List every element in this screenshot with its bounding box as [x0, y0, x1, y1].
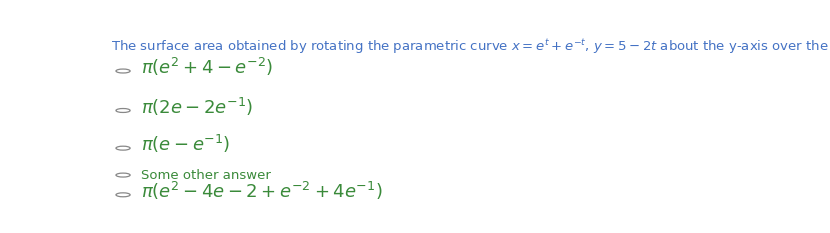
Text: $\pi(e^2 - 4e - 2 + e^{-2} + 4e^{-1})$: $\pi(e^2 - 4e - 2 + e^{-2} + 4e^{-1})$: [141, 180, 383, 202]
Text: The surface area obtained by rotating the parametric curve $x = e^t + e^{-t}$, $: The surface area obtained by rotating th…: [111, 37, 830, 55]
Text: $\pi(e^2 + 4 - e^{-2})$: $\pi(e^2 + 4 - e^{-2})$: [141, 56, 273, 78]
Text: $\pi(e - e^{-1})$: $\pi(e - e^{-1})$: [141, 133, 231, 155]
Text: Some other answer: Some other answer: [141, 169, 271, 182]
Text: $\pi(2e - 2e^{-1})$: $\pi(2e - 2e^{-1})$: [141, 96, 253, 118]
